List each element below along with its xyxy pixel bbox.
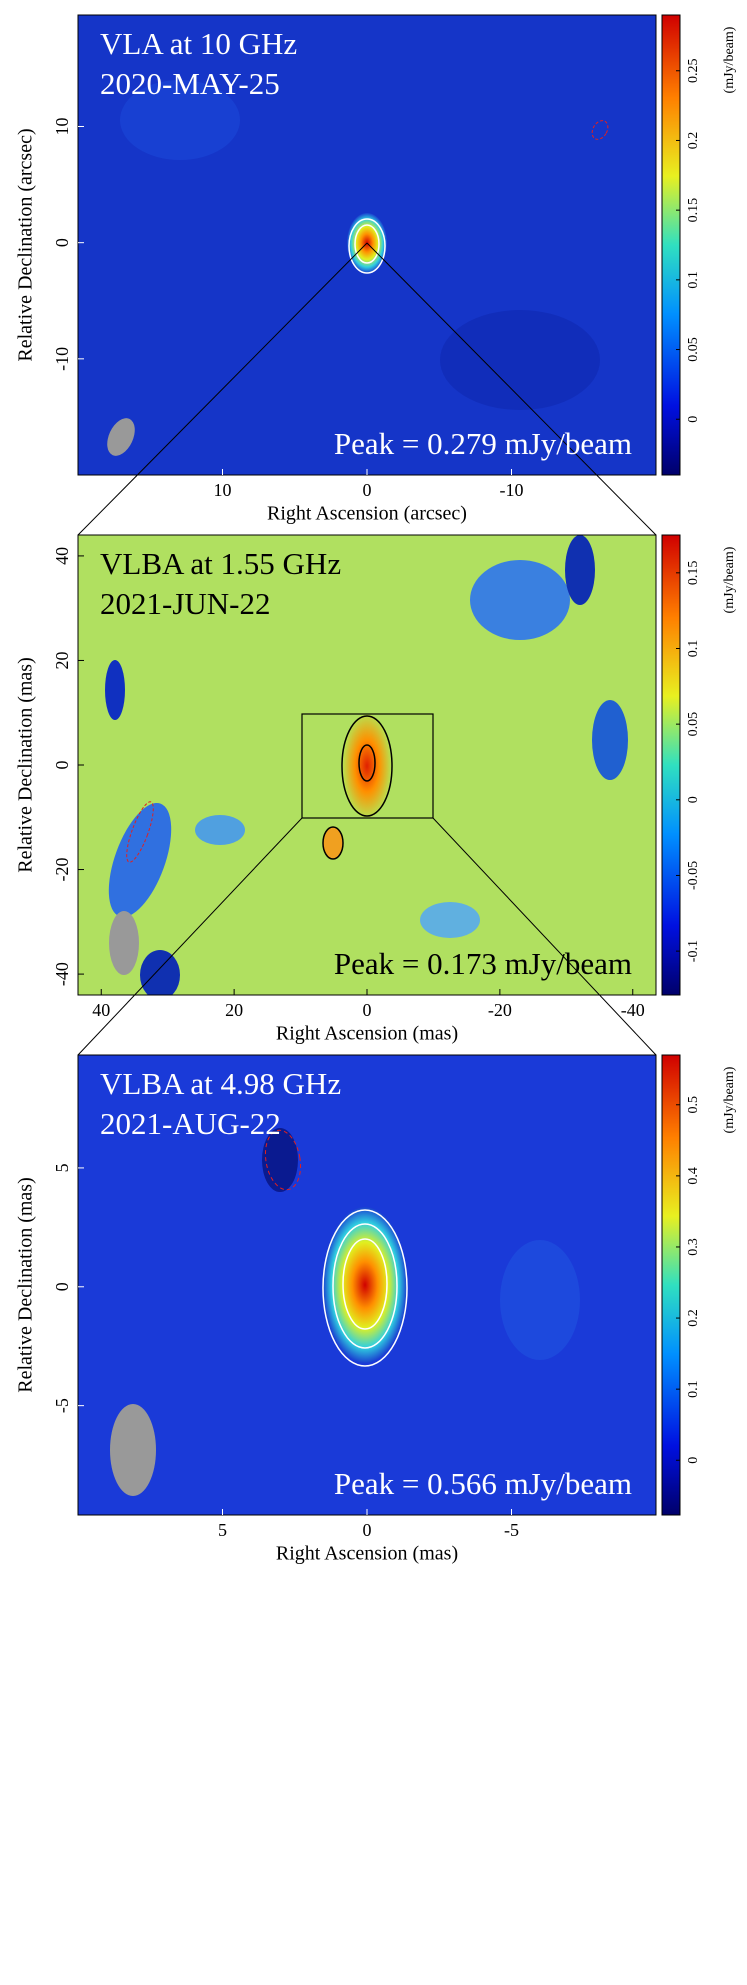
x-tick-label: 0 bbox=[363, 1520, 372, 1540]
colorbar bbox=[661, 14, 681, 476]
panel-date: 2021-JUN-22 bbox=[100, 586, 271, 621]
colorbar-tick-label: 0 bbox=[686, 1457, 701, 1464]
x-tick-label: 40 bbox=[92, 1000, 110, 1020]
x-axis-label: Right Ascension (mas) bbox=[276, 1543, 458, 1565]
colorbar-tick-label: 0.1 bbox=[686, 640, 701, 658]
colorbar-tick-label: 0.5 bbox=[686, 1096, 701, 1114]
x-tick-label: 0 bbox=[363, 1000, 372, 1020]
colorbar-label: (mJy/beam) bbox=[722, 546, 737, 613]
x-tick-label: -5 bbox=[504, 1520, 519, 1540]
image-panel-2 bbox=[78, 535, 656, 995]
y-tick-label: 5 bbox=[52, 1163, 72, 1172]
peak-annotation: Peak = 0.173 mJy/beam bbox=[334, 946, 632, 981]
colorbar-tick-label: 0.05 bbox=[686, 712, 701, 737]
colorbar-tick-label: 0.2 bbox=[686, 1309, 701, 1327]
colorbar-tick-label: -0.05 bbox=[686, 861, 701, 890]
colorbar-tick-label: 0.3 bbox=[686, 1238, 701, 1256]
peak-annotation: Peak = 0.279 mJy/beam bbox=[334, 426, 632, 461]
panel-date: 2021-AUG-22 bbox=[100, 1106, 281, 1141]
y-tick-label: 10 bbox=[52, 118, 72, 136]
x-tick-label: -10 bbox=[500, 480, 524, 500]
colorbar-tick-label: 0.15 bbox=[686, 198, 701, 223]
x-tick-label: 5 bbox=[218, 1520, 227, 1540]
x-axis-label: Right Ascension (mas) bbox=[276, 1023, 458, 1045]
colorbar-tick-label: 0.1 bbox=[686, 271, 701, 289]
image-panel-1 bbox=[78, 15, 656, 475]
x-axis-label: Right Ascension (arcsec) bbox=[267, 503, 467, 525]
colorbar-tick-label: 0 bbox=[686, 796, 701, 803]
colorbar-tick-label: 0.2 bbox=[686, 132, 701, 150]
panel-title: VLA at 10 GHz bbox=[100, 26, 297, 61]
y-tick-label: -10 bbox=[52, 347, 72, 371]
y-axis-label: Relative Declination (mas) bbox=[15, 1177, 37, 1392]
y-tick-label: -40 bbox=[52, 962, 72, 986]
x-tick-label: 0 bbox=[363, 480, 372, 500]
colorbar-tick-label: -0.1 bbox=[686, 940, 701, 962]
panel-date: 2020-MAY-25 bbox=[100, 66, 280, 101]
colorbar bbox=[661, 1054, 681, 1516]
x-tick-label: -40 bbox=[621, 1000, 645, 1020]
colorbar-tick-label: 0.25 bbox=[686, 59, 701, 84]
colorbar-label: (mJy/beam) bbox=[722, 26, 737, 93]
colorbar-tick-label: 0.05 bbox=[686, 337, 701, 362]
x-tick-label: 10 bbox=[214, 480, 232, 500]
colorbar-tick-label: 0.15 bbox=[686, 561, 701, 586]
colorbar-label: (mJy/beam) bbox=[722, 1066, 737, 1133]
image-panel-3 bbox=[78, 1055, 656, 1515]
x-tick-label: -20 bbox=[488, 1000, 512, 1020]
colorbar-tick-label: 0.1 bbox=[686, 1380, 701, 1398]
y-tick-label: -5 bbox=[52, 1398, 72, 1413]
colorbar bbox=[661, 534, 681, 996]
y-tick-label: 40 bbox=[52, 547, 72, 565]
y-tick-label: 0 bbox=[52, 238, 72, 247]
colorbar-tick-label: 0 bbox=[686, 416, 701, 423]
y-tick-label: -20 bbox=[52, 858, 72, 882]
y-tick-label: 0 bbox=[52, 761, 72, 770]
panel-title: VLBA at 4.98 GHz bbox=[100, 1066, 341, 1101]
y-tick-label: 20 bbox=[52, 651, 72, 669]
x-tick-label: 20 bbox=[225, 1000, 243, 1020]
y-tick-label: 0 bbox=[52, 1282, 72, 1291]
peak-annotation: Peak = 0.566 mJy/beam bbox=[334, 1466, 632, 1501]
y-axis-label: Relative Declination (mas) bbox=[15, 657, 37, 872]
y-axis-label: Relative Declination (arcsec) bbox=[15, 128, 37, 361]
panel-title: VLBA at 1.55 GHz bbox=[100, 546, 341, 581]
colorbar-tick-label: 0.4 bbox=[686, 1167, 701, 1185]
